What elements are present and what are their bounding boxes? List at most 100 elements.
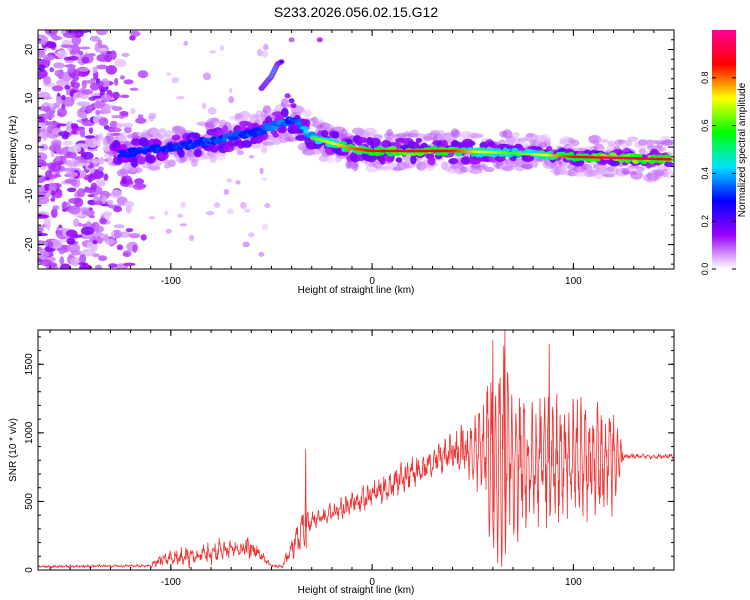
spectrogram-blob xyxy=(279,60,284,63)
spectrogram-blob xyxy=(66,47,73,51)
spectrogram-blob xyxy=(81,56,90,64)
spectrogram-blob xyxy=(79,207,91,212)
spectrogram-xtick-label: -100 xyxy=(161,276,181,287)
spectrogram-blob xyxy=(248,232,255,238)
spectrogram-blob xyxy=(103,173,109,181)
spectrogram-blob xyxy=(87,194,95,198)
spectrogram-blob xyxy=(48,174,62,178)
snr-series-line xyxy=(38,330,674,569)
spectrogram-blob xyxy=(96,64,108,70)
spectrogram-blob xyxy=(202,102,207,110)
spectrogram-blob xyxy=(97,39,103,47)
spectrogram-blob xyxy=(98,255,108,262)
spectrogram-blob xyxy=(517,137,528,143)
spectrogram-blob xyxy=(665,154,671,159)
spectrogram-blob xyxy=(191,132,201,140)
spectrogram-blob xyxy=(95,179,106,187)
spectrogram-blob xyxy=(207,107,217,115)
spectrogram-blob xyxy=(147,165,161,171)
spectrogram-blob xyxy=(139,139,151,148)
spectrogram-xtick-label: 0 xyxy=(369,276,375,287)
spectrogram-blob xyxy=(168,159,176,168)
spectrogram-blob xyxy=(93,101,106,108)
spectrogram-blob xyxy=(49,67,54,73)
spectrogram-blob xyxy=(74,197,84,208)
spectrogram-blob xyxy=(89,35,101,42)
spectrogram-blob xyxy=(386,129,393,137)
spectrogram-blob xyxy=(609,160,620,167)
spectrogram-blob xyxy=(586,166,596,177)
spectrogram-blob xyxy=(128,233,141,239)
spectrogram-blob xyxy=(113,206,123,213)
spectrogram-blob xyxy=(302,119,311,127)
spectrogram-blob xyxy=(91,95,102,99)
spectrogram-blob xyxy=(70,250,82,256)
spectrogram-blob xyxy=(38,258,43,263)
spectrogram-blob xyxy=(573,171,587,177)
spectrogram-blob xyxy=(662,139,674,146)
spectrogram-blob xyxy=(241,140,253,148)
spectrogram-blob xyxy=(65,171,78,178)
spectrogram-blob xyxy=(111,106,123,111)
spectrogram-blob xyxy=(98,117,109,127)
spectrogram-blob xyxy=(114,58,127,68)
spectrogram-blob xyxy=(47,241,54,249)
spectrogram-blob xyxy=(53,62,65,69)
spectrogram-blob xyxy=(171,77,180,84)
spectrogram-xlabel: Height of straight line (km) xyxy=(298,285,415,296)
spectrogram-blob xyxy=(230,136,239,140)
spectrogram-blob xyxy=(98,132,104,141)
spectrogram-blob xyxy=(261,143,268,154)
spectrogram-blob xyxy=(68,205,81,215)
spectrogram-blob xyxy=(191,158,198,167)
spectrogram-blob xyxy=(59,263,71,269)
spectrogram-ylabel: Frequency (Hz) xyxy=(8,116,19,185)
spectrogram-blob xyxy=(96,30,108,36)
spectrogram-blob xyxy=(66,229,78,238)
spectrogram-blob xyxy=(38,251,50,258)
spectrogram-blob xyxy=(164,210,169,216)
spectrogram-blob xyxy=(70,123,79,129)
spectrogram-blob xyxy=(70,80,76,88)
spectrogram-blob xyxy=(62,96,75,107)
spectrogram-blob xyxy=(54,156,61,162)
spectrogram-blob xyxy=(176,95,185,100)
spectrogram-blob xyxy=(65,88,71,96)
snr-xtick-label: -100 xyxy=(161,577,181,588)
spectrogram-ytick-label: 10 xyxy=(24,92,35,104)
spectrogram-blob xyxy=(67,187,77,193)
spectrogram-blob xyxy=(269,139,283,145)
spectrogram-blob xyxy=(352,161,359,172)
spectrogram-blob xyxy=(140,234,147,241)
spectrogram-blob xyxy=(469,159,481,165)
spectrogram-blob xyxy=(214,202,221,208)
spectrogram-ytick-label: -20 xyxy=(24,237,35,252)
spectrogram-blob xyxy=(109,120,118,129)
spectrogram-blob xyxy=(79,253,87,264)
spectrogram-blob xyxy=(278,125,287,134)
spectrogram-blobs xyxy=(38,30,674,269)
spectrogram-blob xyxy=(652,169,665,177)
spectrogram-blob xyxy=(80,170,87,179)
spectrogram-blob xyxy=(236,150,244,156)
spectrogram-blob xyxy=(101,195,107,204)
spectrogram-blob xyxy=(40,259,52,267)
spectrogram-blob xyxy=(203,72,211,81)
spectrogram-blob xyxy=(125,228,134,233)
spectrogram-blob xyxy=(50,208,58,219)
spectrogram-blob xyxy=(483,166,495,173)
spectrogram-xtick-label: 100 xyxy=(565,276,582,287)
spectrogram-blob xyxy=(49,162,62,172)
spectrogram-blob xyxy=(60,44,73,48)
spectrogram-blob xyxy=(80,151,94,160)
spectrogram-blob xyxy=(226,178,232,183)
spectrogram-blob xyxy=(120,122,134,128)
spectrogram-blob xyxy=(57,112,63,117)
spectrogram-blob xyxy=(38,69,48,79)
spectrogram-blob xyxy=(78,262,88,266)
spectrogram-blob xyxy=(51,36,63,41)
spectrogram-blob xyxy=(81,80,87,89)
spectrogram-blob xyxy=(119,132,128,141)
spectrogram-blob xyxy=(379,156,386,165)
